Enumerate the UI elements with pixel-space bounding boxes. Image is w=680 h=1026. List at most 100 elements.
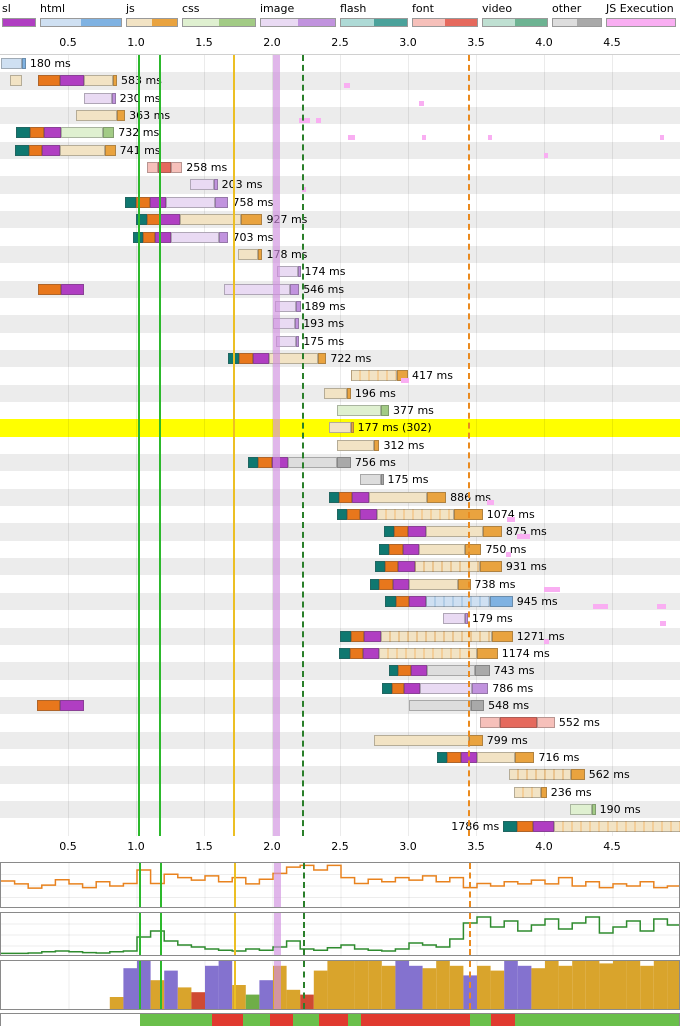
request-row[interactable]: 174 ms [0,263,680,281]
request-bar-segment [224,283,290,295]
request-row[interactable]: 1074 ms [0,506,680,524]
request-row[interactable]: 741 ms [0,141,680,160]
axis-tick-label: 1.5 [195,839,213,853]
request-row[interactable]: 886 ms [0,488,680,507]
request-bar-segment [84,92,112,104]
request-row[interactable]: 175 ms [0,332,680,350]
legend-item-flash: flash [340,2,408,27]
request-bar-segment [218,231,229,243]
request-bar-segment [474,665,490,677]
request-row[interactable]: 750 ms [0,540,680,559]
request-bar-segment [393,578,410,590]
request-bar-segment [395,595,410,607]
request-row[interactable]: 258 ms [0,159,680,177]
request-row[interactable]: 377 ms [0,402,680,420]
request-row[interactable]: 552 ms [0,714,680,732]
request-row[interactable]: 562 ms [0,766,680,784]
legend-item-sl: sl [2,2,36,27]
request-duration-label: 230 ms [119,91,161,105]
request-row[interactable]: 738 ms [0,575,680,593]
status-strip-segment [361,1013,471,1026]
request-bar-segment [391,682,404,694]
request-bar-segment [28,144,43,156]
js-execution-mark [592,603,608,609]
gridline-vertical [408,55,409,836]
request-row[interactable]: 180 ms [0,55,680,73]
request-bar-segment [364,630,381,642]
gridline-vertical [204,55,205,836]
request-bar-segment [136,196,150,208]
request-row[interactable]: 758 ms [0,193,680,212]
request-row[interactable]: 1271 ms [0,627,680,645]
legend-swatch-color [81,19,121,26]
js-execution-mark [344,83,350,89]
request-bar-segment [375,561,385,573]
request-row[interactable]: 546 ms [0,280,680,298]
request-row[interactable]: 583 ms [0,72,680,90]
legend-item-image: image [260,2,336,27]
request-duration-label: 786 ms [492,681,534,695]
request-row[interactable]: 799 ms [0,731,680,749]
legend-swatch-color [341,19,374,26]
request-row[interactable]: 1174 ms [0,644,680,663]
request-row[interactable]: 786 ms [0,679,680,697]
waterfall-chart: 180 ms 583 ms 230 ms 363 ms 732 ms 741 ms 258 … [0,54,680,836]
time-axis-bottom: 0.5 1.0 1.5 2.0 2.5 3.0 3.5 4.0 4.5 [0,836,680,858]
request-row[interactable]: 190 ms [0,801,680,819]
request-bar-segment [190,179,214,191]
request-row[interactable]: 931 ms [0,558,680,576]
request-bar-segment [337,405,381,416]
request-row[interactable]: 875 ms [0,523,680,541]
request-row[interactable]: 1786 ms [0,818,680,836]
request-row[interactable]: 312 ms [0,436,680,455]
request-row[interactable]: 743 ms [0,662,680,680]
request-duration-label: 179 ms [471,612,513,626]
legend-swatch-color [515,19,547,26]
request-row[interactable]: 417 ms [0,367,680,385]
request-row[interactable]: 756 ms [0,454,680,472]
legend-swatch [126,18,178,27]
request-bar-segment [398,561,415,573]
request-bar-segment [29,127,44,139]
gridline-vertical [272,55,273,836]
request-row[interactable]: 732 ms [0,124,680,142]
request-bar-segment [350,630,365,642]
axis-tick-label: 4.0 [535,36,553,49]
request-bar-segment [414,561,481,573]
request-row[interactable]: 703 ms [0,228,680,246]
request-bar-segment [482,526,502,538]
request-row[interactable]: 945 ms [0,592,680,611]
legend-swatch-color [607,19,675,26]
request-bar-segment [171,231,219,243]
request-row[interactable]: 193 ms [0,315,680,333]
request-bar-segment [149,196,166,208]
request-row[interactable]: 189 ms [0,297,680,316]
request-duration-label: 175 ms [303,334,345,348]
js-execution-mark [421,135,426,141]
request-bar-segment [477,752,516,763]
request-bar-segment [146,162,158,174]
request-row[interactable]: 175 ms [0,471,680,489]
request-bar-segment [297,266,301,278]
request-bar-segment [247,457,259,469]
request-row[interactable]: 548 ms [0,696,680,715]
request-row[interactable]: 179 ms [0,610,680,628]
request-duration-label: 741 ms [119,143,161,157]
request-row[interactable]: 230 ms [0,89,680,108]
request-row[interactable]: 236 ms [0,783,680,802]
request-bar-segment [380,474,384,486]
request-bar-segment [477,647,498,659]
legend-item-label: sl [2,2,11,15]
request-row[interactable]: 927 ms [0,211,680,229]
request-row[interactable]: 722 ms [0,349,680,368]
request-duration-label: 1074 ms [486,508,535,522]
request-row[interactable]: 177 ms (302) [0,419,680,437]
request-bar-segment [350,370,398,382]
axis-tick-label: 1.0 [127,839,145,853]
request-bar-segment [274,300,297,312]
request-bar-segment [295,318,300,330]
request-row[interactable]: 196 ms [0,384,680,402]
request-duration-label: 189 ms [304,299,346,313]
request-bar-segment [409,578,459,590]
request-bar-segment [465,543,482,555]
